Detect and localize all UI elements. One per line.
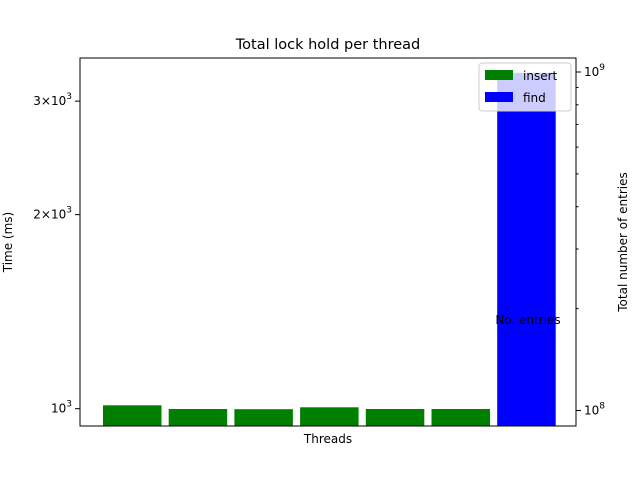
legend-swatch-insert xyxy=(485,70,513,80)
bar-insert-1 xyxy=(103,405,162,426)
bar-insert-6 xyxy=(431,409,490,426)
legend: insert find xyxy=(478,62,572,112)
bar-insert-3 xyxy=(234,409,293,426)
y-axis-ticks: 103 2×103 3×103 xyxy=(33,92,80,416)
y2-tick-label-2: 109 xyxy=(584,63,605,79)
y2-axis-ticks: 108 109 xyxy=(576,63,605,418)
plot-frame xyxy=(79,57,577,427)
chart-title: Total lock hold per thread xyxy=(235,37,420,53)
y-tick-label-2: 2×103 xyxy=(33,206,72,222)
y-axis-label: Time (ms) xyxy=(1,212,15,274)
annotation-no-entries: No. entries xyxy=(495,313,560,327)
y-tick-label-1: 103 xyxy=(51,400,72,416)
bar-insert-2 xyxy=(168,409,228,426)
bars-group xyxy=(103,72,556,427)
x-axis-label: Threads xyxy=(303,432,352,446)
y2-tick-label-1: 108 xyxy=(584,402,605,418)
bar-find-7 xyxy=(497,72,556,427)
legend-label-find: find xyxy=(523,91,546,105)
bar-insert-5 xyxy=(365,409,425,426)
y2-axis-label: Total number of entries xyxy=(616,172,630,312)
y-tick-label-3: 3×103 xyxy=(33,92,72,108)
legend-label-insert: insert xyxy=(523,69,558,83)
legend-swatch-find xyxy=(485,92,513,102)
bar-insert-4 xyxy=(300,407,359,426)
